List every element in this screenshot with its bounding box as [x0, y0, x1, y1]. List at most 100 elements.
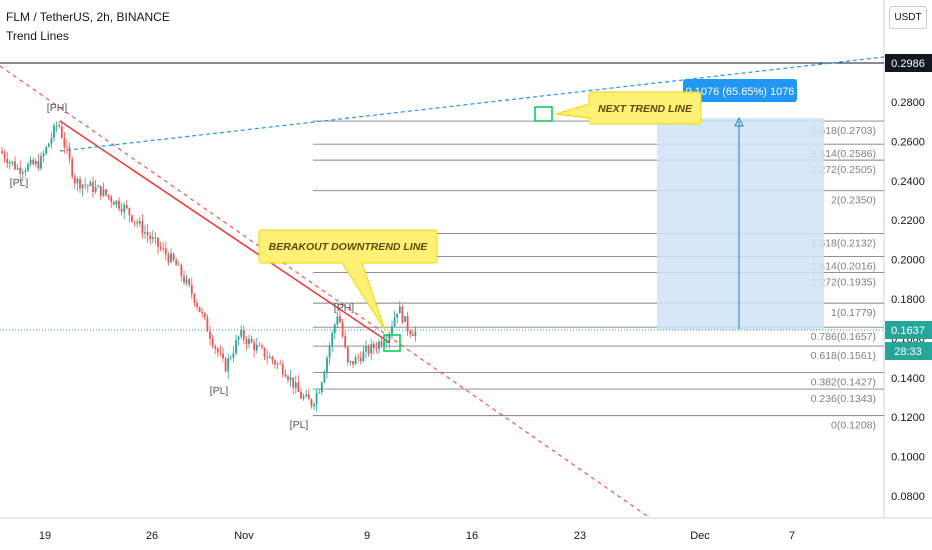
measure-box[interactable]	[657, 118, 824, 330]
candle-body	[138, 221, 141, 224]
candle-body	[29, 159, 32, 165]
price-tick-label: 0.2000	[891, 255, 925, 267]
candle-body	[380, 341, 383, 346]
fib-level-label: 1(0.1779)	[831, 307, 876, 319]
candle-body	[398, 306, 401, 314]
symbol-title: FLM / TetherUS, 2h, BINANCE	[6, 10, 170, 24]
candle-body	[341, 322, 344, 337]
pivot-label: [PH]	[334, 302, 355, 314]
candle-body	[201, 311, 204, 314]
candle-body	[357, 357, 360, 358]
candle-body	[180, 264, 183, 277]
pivot-label: [PL]	[210, 385, 229, 397]
candle-body	[214, 346, 217, 349]
fib-level-label: 1.414(0.2016)	[811, 260, 876, 272]
candle-body	[185, 279, 188, 283]
candle-body	[97, 186, 100, 188]
candle-body	[224, 358, 227, 372]
breakout-marker[interactable]	[383, 334, 401, 352]
price-tick-label: 0.2800	[891, 97, 925, 109]
candle-body	[255, 344, 258, 351]
candle-body	[414, 331, 417, 337]
date-tick-label: 7	[789, 530, 795, 542]
next-trend-line[interactable]	[59, 56, 885, 152]
candle-body	[162, 248, 165, 249]
candle-body	[120, 208, 123, 212]
candle-body	[263, 347, 266, 358]
candle-body	[68, 147, 71, 160]
next-trend-callout[interactable]	[555, 91, 702, 125]
price-tick-label: 0.2600	[891, 136, 925, 148]
date-tick-label: Nov	[234, 530, 254, 542]
candle-body	[3, 153, 6, 159]
candle-body	[284, 374, 287, 377]
downtrend-line[interactable]	[59, 120, 391, 344]
candle-body	[323, 372, 326, 383]
candle-body	[339, 316, 341, 323]
candle-body	[352, 360, 354, 365]
candle-body	[271, 356, 274, 361]
candle-body	[81, 184, 84, 189]
candle-body	[172, 253, 175, 261]
candle-body	[167, 254, 170, 263]
candle-body	[326, 357, 328, 373]
candle-body	[99, 186, 102, 197]
candle-body	[193, 294, 196, 303]
candle-body	[21, 172, 24, 174]
candle-body	[16, 167, 19, 170]
candle-body	[209, 331, 211, 339]
candle-body	[401, 306, 404, 323]
candle-body	[305, 394, 308, 397]
next-trend-marker[interactable]	[534, 106, 553, 122]
candle-body	[79, 178, 81, 189]
candle-body	[310, 399, 313, 407]
price-tick-label: 0.0800	[891, 491, 925, 503]
candle-body	[211, 338, 214, 347]
candle-body	[102, 189, 105, 197]
candle-body	[32, 159, 35, 165]
candle-body	[71, 159, 74, 177]
candle-body	[66, 146, 68, 148]
candle-body	[42, 153, 45, 157]
price-tick-label: 0.2200	[891, 215, 925, 227]
downtrend-extension-line[interactable]	[0, 65, 651, 519]
candle-body	[385, 341, 388, 343]
fib-level-label: 2(0.2350)	[831, 195, 876, 207]
candle-body	[294, 382, 297, 388]
candle-body	[237, 336, 240, 340]
time-axis: 19 26 Nov 9 16 23 Dec 7	[39, 530, 795, 542]
candle-body	[219, 352, 222, 354]
candle-body	[6, 158, 9, 164]
candle-body	[391, 326, 393, 334]
candle-body	[123, 204, 126, 212]
breakout-callout[interactable]	[258, 229, 438, 331]
candle-body	[1, 151, 3, 154]
candle-body	[55, 124, 58, 126]
candle-body	[346, 347, 349, 363]
candle-body	[206, 317, 209, 332]
last-price-badge	[885, 321, 932, 339]
candle-body	[253, 342, 256, 351]
candle-body	[292, 377, 295, 388]
fib-level-label: 1.272(0.1935)	[811, 276, 876, 288]
candle-body	[146, 232, 149, 236]
candle-body	[11, 161, 14, 163]
fib-level-label: 0.786(0.1657)	[811, 331, 876, 343]
candle-body	[151, 237, 154, 240]
candle-body	[396, 313, 399, 318]
candle-body	[115, 200, 118, 205]
measure-label: 0.1076 (65.65%) 1076	[686, 86, 795, 98]
indicator-name[interactable]: Trend Lines	[6, 29, 69, 43]
candle-body	[196, 302, 198, 307]
price-tick-label: 0.2400	[891, 176, 925, 188]
currency-unit-button[interactable]: USDT	[889, 6, 927, 29]
price-tick-label: 0.1400	[891, 373, 925, 385]
pivot-labels: [PH] [PL] [PL] [PL] [PH]	[10, 102, 355, 431]
candle-body	[24, 170, 27, 173]
candle-body	[235, 339, 237, 354]
candle-body	[112, 201, 115, 205]
candle-body	[354, 357, 357, 365]
candle-body	[370, 343, 373, 354]
candle-body	[216, 348, 219, 353]
